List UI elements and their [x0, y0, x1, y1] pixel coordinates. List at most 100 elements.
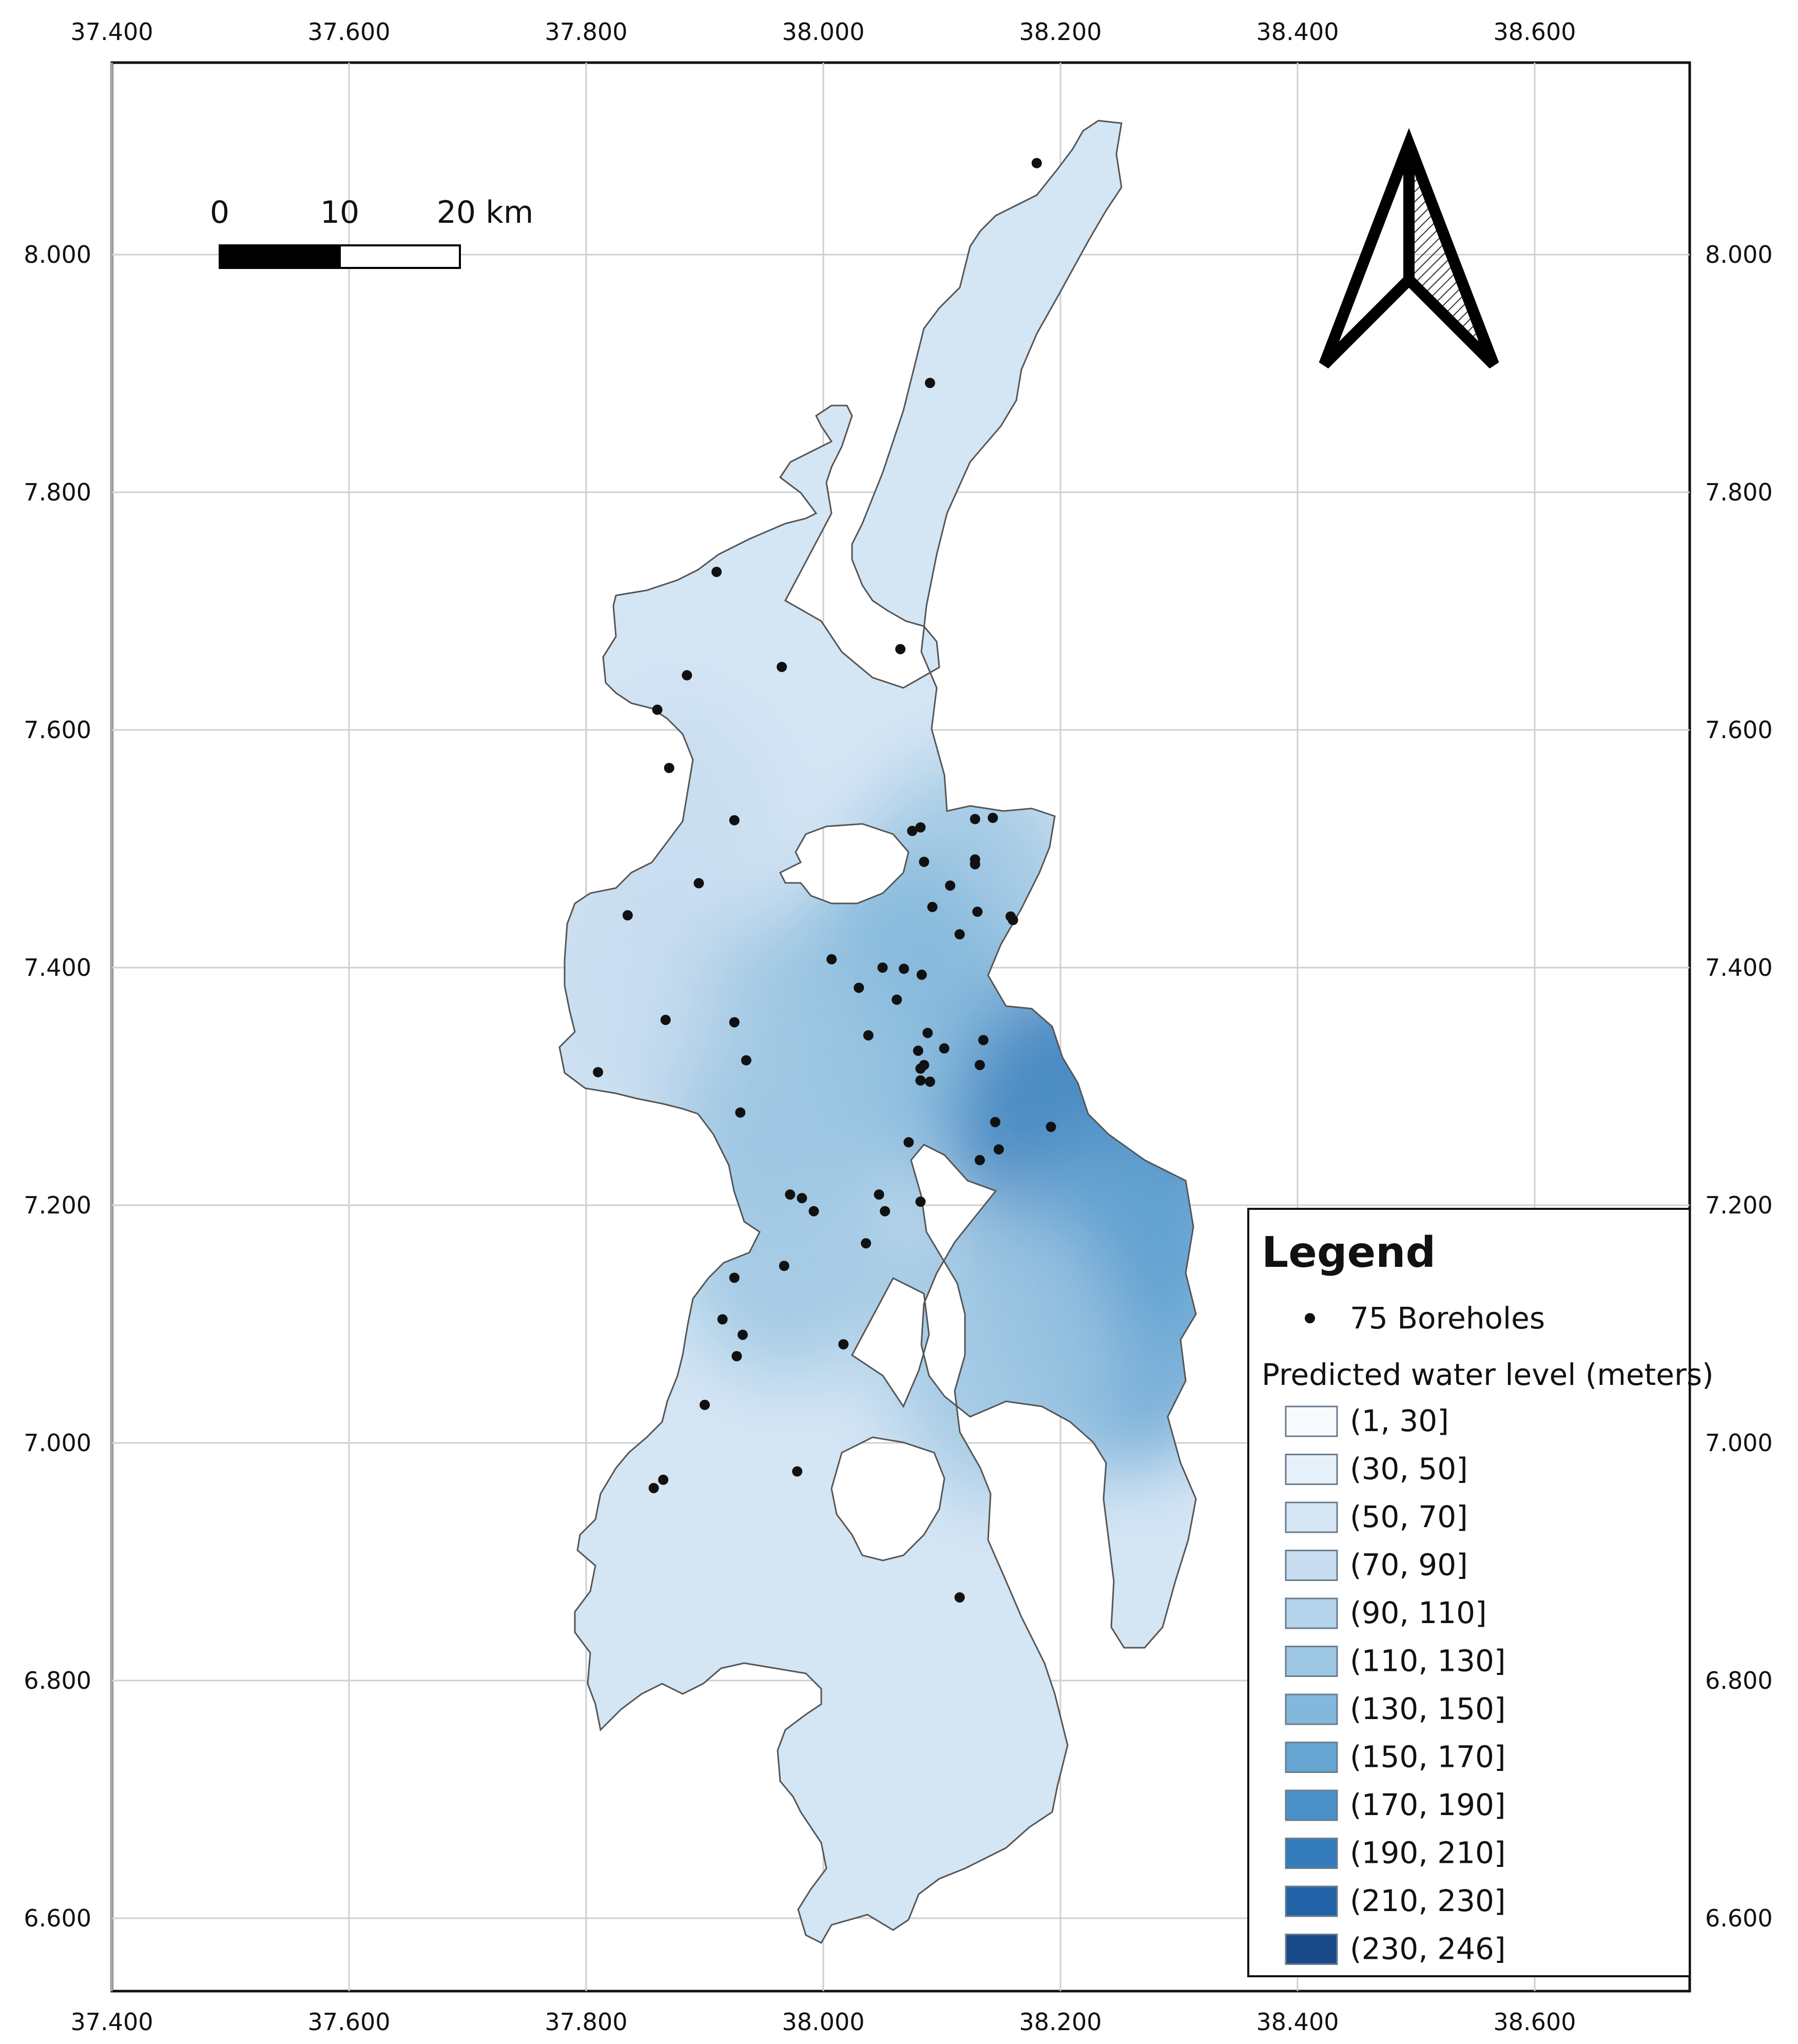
borehole-point — [874, 1189, 884, 1200]
borehole-layer — [593, 158, 1056, 1603]
borehole-point — [737, 1329, 748, 1340]
legend-class-label: (130, 150] — [1350, 1691, 1506, 1726]
scale-label-10: 10 — [320, 195, 359, 230]
borehole-point — [895, 644, 906, 654]
borehole-point — [785, 1189, 796, 1200]
y-tick-label: 7.000 — [24, 1429, 91, 1457]
borehole-point — [993, 1144, 1004, 1155]
borehole-point — [741, 1055, 751, 1066]
legend-swatch — [1285, 1693, 1338, 1725]
scale-bar: 0 10 20 km — [210, 195, 533, 269]
y-tick-label: 7.800 — [24, 478, 91, 506]
y-tick-labels-right: 8.000 7.800 7.600 7.400 7.200 7.000 6.800 6.600 — [1705, 241, 1773, 1932]
borehole-point — [919, 856, 930, 867]
y-tick-label: 7.200 — [24, 1191, 91, 1219]
borehole-point — [854, 982, 864, 993]
x-tick-label: 37.400 — [71, 2008, 153, 2036]
borehole-point — [990, 1116, 1000, 1127]
y-tick-label: 6.800 — [24, 1667, 91, 1694]
borehole-point — [919, 1059, 930, 1070]
study-region-outline — [558, 120, 1197, 1944]
legend-borehole-label: 75 Boreholes — [1350, 1301, 1545, 1336]
borehole-point — [945, 880, 956, 891]
borehole-point — [731, 1351, 742, 1362]
x-tick-label: 38.600 — [1494, 2008, 1576, 2036]
borehole-point — [939, 1043, 950, 1054]
borehole-point — [717, 1314, 728, 1325]
water-level-hotspot — [672, 1080, 903, 1378]
borehole-point — [1046, 1122, 1056, 1132]
borehole-point — [660, 1014, 671, 1025]
x-tick-label: 38.000 — [782, 2008, 865, 2036]
borehole-point — [978, 1035, 989, 1046]
legend-class-label: (190, 210] — [1350, 1836, 1506, 1871]
borehole-point — [974, 1155, 985, 1166]
borehole-point — [700, 1399, 710, 1410]
borehole-point — [913, 1046, 923, 1056]
borehole-point — [693, 878, 704, 889]
borehole-point — [974, 1059, 985, 1070]
borehole-point — [915, 822, 926, 833]
borehole-point — [729, 1017, 740, 1028]
legend-swatch — [1285, 1742, 1338, 1773]
legend-swatch — [1285, 1501, 1338, 1533]
legend-class-label: (110, 130] — [1350, 1644, 1506, 1679]
borehole-point — [648, 1482, 659, 1493]
legend-classes: (1, 30] (30, 50] (50, 70] (70, 90] (90, 110]… — [1285, 1403, 1506, 1966]
y-tick-label: 7.400 — [1705, 954, 1773, 981]
borehole-point — [954, 929, 965, 940]
legend-swatch — [1285, 1597, 1338, 1629]
borehole-point — [652, 704, 663, 715]
legend-swatch — [1285, 1789, 1338, 1821]
legend-class-label: (30, 50] — [1350, 1452, 1468, 1487]
y-tick-label: 6.800 — [1705, 1667, 1773, 1694]
borehole-point — [664, 763, 674, 774]
x-tick-labels-top: 37.400 37.600 37.800 38.000 38.200 38.400 38.6… — [71, 18, 1576, 46]
x-tick-labels-bottom: 37.400 37.600 37.800 38.000 38.200 38.400 38.6… — [71, 2008, 1576, 2036]
borehole-point — [972, 907, 983, 917]
borehole-point — [792, 1466, 803, 1477]
legend-swatch — [1285, 1405, 1338, 1437]
borehole-point — [861, 1238, 872, 1249]
borehole-point — [777, 662, 787, 672]
legend-borehole-symbol — [1305, 1313, 1315, 1323]
north-arrow-icon — [1319, 128, 1499, 369]
legend-swatch — [1285, 1550, 1338, 1581]
x-tick-label: 37.400 — [71, 18, 153, 46]
legend-class-label: (150, 170] — [1350, 1740, 1506, 1775]
legend-class-label: (70, 90] — [1350, 1548, 1468, 1583]
x-tick-label: 38.600 — [1494, 18, 1576, 46]
legend: Legend 75 Boreholes Predicted water leve… — [1247, 1208, 1714, 1977]
borehole-point — [711, 567, 722, 577]
borehole-point — [826, 954, 837, 965]
x-tick-label: 38.200 — [1019, 18, 1102, 46]
borehole-point — [729, 815, 740, 825]
borehole-point — [915, 1197, 926, 1207]
borehole-point — [970, 859, 980, 870]
borehole-point — [779, 1261, 789, 1271]
borehole-point — [907, 825, 918, 836]
x-tick-label: 37.600 — [308, 18, 391, 46]
borehole-point — [1008, 915, 1018, 925]
x-tick-label: 38.000 — [782, 18, 865, 46]
x-tick-label: 37.800 — [545, 2008, 628, 2036]
legend-swatch — [1285, 1838, 1338, 1869]
scale-label-0: 0 — [210, 195, 229, 230]
borehole-point — [927, 901, 938, 912]
borehole-point — [970, 814, 980, 824]
y-tick-labels-left: 8.000 7.800 7.600 7.400 7.200 7.000 6.800 6.600 — [24, 241, 91, 1932]
borehole-point — [915, 1075, 926, 1086]
borehole-point — [877, 962, 888, 973]
borehole-point — [1031, 158, 1042, 168]
legend-swatch — [1285, 1934, 1338, 1965]
x-tick-label: 38.400 — [1256, 18, 1339, 46]
borehole-point — [988, 813, 998, 823]
x-tick-label: 37.800 — [545, 18, 628, 46]
y-tick-label: 7.000 — [1705, 1429, 1773, 1457]
borehole-point — [924, 378, 935, 389]
legend-class-label: (90, 110] — [1350, 1595, 1487, 1630]
borehole-point — [838, 1339, 849, 1349]
legend-class-label: (1, 30] — [1350, 1403, 1449, 1438]
borehole-point — [899, 963, 910, 974]
